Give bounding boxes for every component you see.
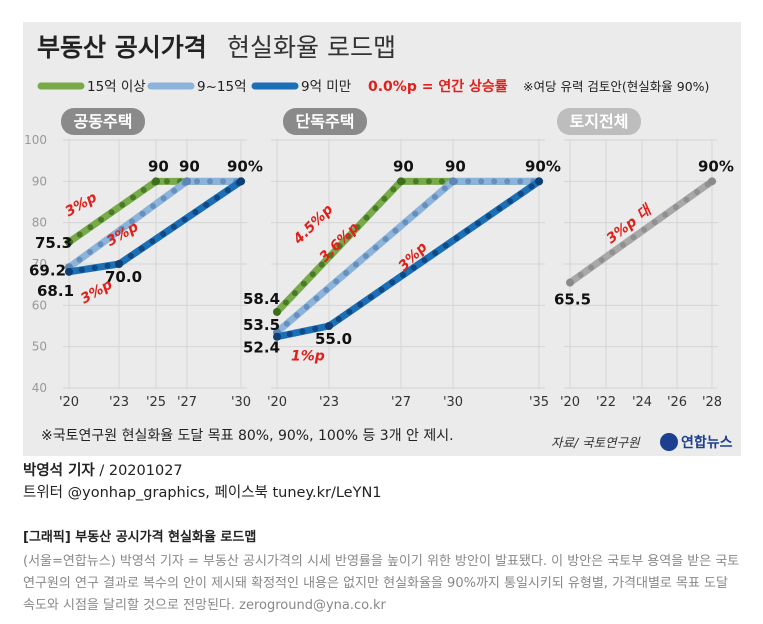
data-label: 53.5 [243, 316, 280, 334]
x-tick-label-23: '23 [109, 395, 129, 410]
data-label: 90 [445, 157, 466, 175]
social-links: 트위터 @yonhap_graphics, 페이스북 tuney.kr/LeYN… [23, 485, 382, 501]
data-label: 65.5 [554, 291, 591, 309]
panel-title-land: 토지전체 [557, 108, 641, 135]
yonhap-logo: 연합뉴스 [660, 433, 733, 451]
article-headline: [그래픽] 부동산 공시가격 현실화율 로드맵 [23, 530, 257, 545]
svg-text:토지전체: 토지전체 [570, 112, 629, 131]
footnote: ※국토연구원 현실화율 도달 목표 80%, 90%, 100% 등 3개 안 … [41, 428, 454, 444]
credits: 박영석 기자 / 20201027 트위터 @yonhap_graphics, … [23, 460, 382, 504]
yonhap-logo-text: 연합뉴스 [681, 434, 733, 451]
series-dots-1-0 [274, 178, 542, 315]
legend-label-over-15: 15억 이상 [87, 79, 146, 95]
data-label: 90% [698, 157, 734, 175]
x-tick-label-27: '27 [177, 395, 197, 410]
x-tick-label-22: '22 [596, 395, 616, 410]
infographic: 부동산 공시가격 현실화율 로드맵 15억 이상 9~15억 9억 미만 0.0… [23, 22, 741, 456]
data-label: 69.2 [29, 261, 66, 279]
chart-title: 부동산 공시가격 [37, 33, 207, 62]
data-point [535, 177, 543, 186]
data-point [65, 238, 73, 247]
data-label: 90 [179, 157, 200, 175]
panel-title-apartment: 공동주택 [61, 108, 145, 135]
x-tick-label-27: '27 [391, 395, 411, 410]
series-dots-0-0 [66, 178, 244, 246]
x-tick-label-25: '25 [146, 395, 166, 410]
x-tick-label-24: '24 [632, 395, 652, 410]
legend-label-9-15: 9~15억 [197, 79, 247, 95]
y-tick-label: 80 [32, 216, 47, 230]
x-tick-label-30: '30 [443, 395, 463, 410]
panel-title-house: 단독주택 [283, 108, 367, 135]
data-point [115, 260, 123, 268]
x-tick-label-28: '28 [702, 395, 722, 410]
credit-separator: / [99, 463, 109, 479]
data-label: 55.0 [315, 330, 352, 348]
y-tick-label: 70 [32, 257, 47, 271]
data-label: 68.1 [37, 282, 74, 300]
data-label: 90 [393, 157, 414, 175]
reporter-name: 박영석 기자 [23, 463, 95, 479]
plot-area: 405060708090100'20'23'25'27'3075.3903%p6… [24, 133, 734, 410]
data-point [183, 177, 191, 186]
article-body: (서울=연합뉴스) 박영석 기자 = 부동산 공시가격의 시세 반영률을 높이기… [23, 554, 740, 613]
data-point [65, 267, 73, 276]
data-label: 75.3 [35, 234, 72, 252]
x-tick-label-30: '30 [231, 395, 251, 410]
svg-text:공동주택: 공동주택 [74, 112, 133, 131]
series-line-0-0 [65, 177, 245, 246]
data-point [273, 307, 281, 316]
data-point [237, 177, 245, 186]
data-label: 90% [525, 157, 561, 175]
x-tick-label-20: '20 [267, 395, 287, 410]
data-label: 70.0 [105, 268, 142, 286]
rate-label: 3%p [63, 189, 100, 220]
rate-label: 3%p [104, 219, 141, 250]
data-point [152, 177, 160, 186]
legend-label-under-9: 9억 미만 [301, 79, 351, 95]
data-label: 90 [148, 157, 169, 175]
y-tick-label: 90 [32, 174, 47, 188]
legend: 15억 이상 9~15억 9억 미만 0.0%p = 연간 상승률 ※여당 유력… [37, 78, 709, 95]
y-tick-label: 40 [32, 381, 47, 395]
legend-rate-text: 0.0%p = 연간 상승률 [368, 78, 508, 95]
x-tick-label-26: '26 [667, 395, 687, 410]
rate-label: 3.6%p [317, 220, 363, 266]
data-label: 52.4 [243, 339, 280, 357]
article: [그래픽] 부동산 공시가격 현실화율 로드맵 (서울=연합뉴스) 박영석 기자… [23, 526, 743, 617]
y-tick-label: 50 [32, 340, 47, 354]
yonhap-logo-icon [660, 433, 678, 451]
rate-label: 3%p [78, 277, 115, 308]
legend-note: ※여당 유력 검토안(현실화율 90%) [523, 79, 709, 94]
data-point [273, 332, 281, 341]
rate-label-first: 1%p [291, 349, 325, 365]
data-point [708, 177, 716, 186]
series-line-1-0 [273, 177, 543, 316]
x-tick-label-35: '35 [529, 395, 549, 410]
chart-subtitle: 현실화율 로드맵 [227, 33, 396, 62]
data-label: 58.4 [243, 290, 280, 308]
data-point [449, 177, 457, 186]
x-tick-label-20: '20 [59, 395, 79, 410]
series-dots-2-0 [567, 178, 715, 286]
y-tick-label: 100 [24, 133, 47, 147]
credit-date: 20201027 [108, 463, 183, 479]
y-tick-label: 60 [32, 298, 47, 312]
x-tick-label-20: '20 [560, 395, 580, 410]
data-point [566, 278, 574, 287]
data-point [397, 177, 405, 186]
data-point [325, 322, 333, 330]
source-text: 자료/ 국토연구원 [551, 435, 641, 450]
svg-text:단독주택: 단독주택 [296, 112, 355, 131]
x-tick-label-23: '23 [319, 395, 339, 410]
chart-canvas: 부동산 공시가격 현실화율 로드맵 15억 이상 9~15억 9억 미만 0.0… [24, 33, 734, 451]
data-label: 90% [227, 157, 263, 175]
